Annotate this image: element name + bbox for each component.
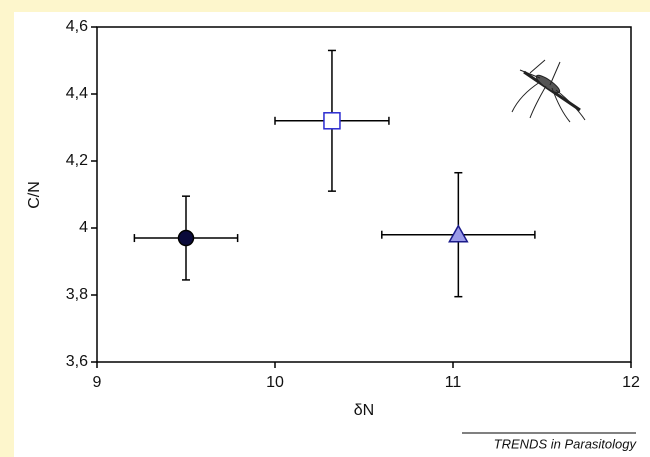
x-tick-label: 11 [445, 374, 462, 391]
point [324, 113, 340, 129]
footer: TRENDS in Parasitology [494, 436, 638, 451]
y-tick-label: 4,4 [66, 85, 88, 102]
y-tick-label: 4 [79, 219, 88, 236]
y-axis-label: C/N [26, 181, 43, 209]
point [179, 231, 194, 246]
chart: δN C/N TRENDS in Parasitology 3,6 3,8 4 4,2… [0, 0, 650, 457]
y-tick-label: 3,6 [66, 353, 88, 370]
y-tick-label: 3,8 [66, 286, 88, 303]
y-tick-label: 4,2 [66, 152, 88, 169]
x-axis-label: δN [354, 402, 374, 419]
x-tick-label: 9 [93, 374, 102, 391]
x-tick-label: 10 [266, 374, 284, 391]
page: δN C/N TRENDS in Parasitology 3,6 3,8 4 4,2… [0, 0, 650, 457]
y-tick-label: 4,6 [66, 18, 88, 35]
x-tick-label: 12 [622, 374, 640, 391]
